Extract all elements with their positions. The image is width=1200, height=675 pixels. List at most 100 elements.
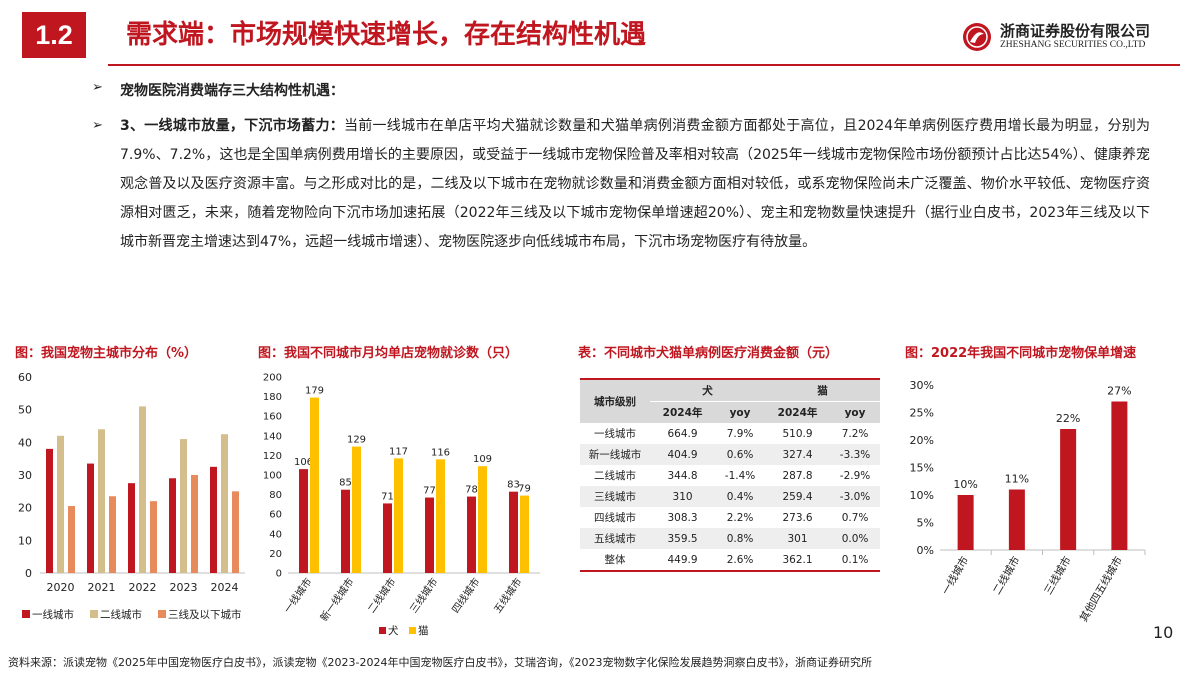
legend-swatch [22, 610, 30, 618]
data-label: 79 [518, 484, 531, 495]
source-note: 资料来源：派读宠物《2025年中国宠物医疗白皮书》，派读宠物《2023-2024… [8, 656, 872, 669]
table-header-cell: yoy [830, 401, 880, 423]
paragraph-text: 当前一线城市在单店平均犬猫就诊数量和犬猫单病例消费金额方面都处于高位，且2024… [120, 118, 1150, 250]
table-cell: -1.4% [724, 469, 756, 482]
table-header-cell: yoy [715, 401, 765, 423]
bar [425, 497, 434, 573]
table-row: 五线城市 359.5 0.8% 301 0.0% [580, 528, 880, 549]
table-cell: 0.7% [841, 511, 869, 524]
x-tick-label: 2024 [211, 581, 239, 594]
table-cell: 510.9 [782, 427, 813, 440]
table-row: 三线城市 310 0.4% 259.4 -3.0% [580, 486, 880, 507]
table-cell: 404.9 [650, 444, 716, 465]
table-row: 新一线城市 404.9 0.6% 327.4 -3.3% [580, 444, 880, 465]
y-tick-label: 10 [18, 534, 32, 547]
bar [310, 397, 319, 573]
table-cell: 287.8 [782, 469, 813, 482]
x-tick-label: 三线城市 [407, 575, 441, 615]
legend-label: 一线城市 [32, 608, 74, 621]
table-cell: 0.6% [715, 444, 765, 465]
table-cell: -3.3% [830, 444, 880, 465]
table-cell: 二线城市 [594, 470, 636, 482]
table-cell: 新一线城市 [580, 444, 650, 465]
table-cell: 2.6% [726, 553, 754, 566]
table-header-cell: 2024年 [650, 401, 716, 423]
data-label: 71 [381, 491, 394, 502]
x-tick-label: 一线城市 [281, 575, 315, 615]
bar [98, 429, 105, 573]
y-tick-label: 30% [910, 379, 934, 392]
x-tick-label: 2023 [170, 581, 198, 594]
bar [87, 463, 94, 573]
legend-label: 犬 [388, 624, 399, 637]
data-label: 83 [507, 480, 520, 491]
y-tick-label: 20 [269, 549, 282, 560]
x-tick-label: 一线城市 [939, 554, 971, 597]
table-cell: 三线城市 [580, 486, 650, 507]
y-tick-label: 120 [263, 451, 282, 462]
table-cell: 0.1% [841, 553, 869, 566]
table-cell: 7.9% [726, 427, 754, 440]
y-tick-label: 30 [18, 469, 32, 482]
bar [1060, 429, 1077, 550]
bar [436, 459, 445, 573]
y-tick-label: 80 [269, 490, 282, 501]
bullet-heading: 宠物医院消费端存三大结构性机遇： [120, 83, 344, 99]
bullet-arrow-icon: ➢ [92, 118, 103, 133]
table-cell: 259.4 [764, 486, 831, 507]
chart-pet-owner-city-distribution: 0 10 20 30 40 50 60 2020 2021 2022 2023 2024 一线城市 二线城… [18, 371, 245, 621]
table-cell: 327.4 [764, 444, 831, 465]
bar [109, 496, 116, 573]
x-tick-label: 2022 [129, 581, 157, 594]
table-header-cell: 2024年 [764, 401, 831, 423]
chart-policy-growth-2022: 0% 5% 10% 15% 20% 25% 30% 10% 一线城市 11% 二线城市 22% 三线城市… [910, 379, 1146, 624]
bar [467, 496, 476, 573]
y-tick-label: 5% [917, 517, 934, 530]
bullet-arrow-icon: ➢ [92, 80, 103, 95]
bar [509, 491, 518, 573]
bar [352, 446, 361, 573]
data-label: 85 [339, 478, 352, 489]
table-header-cell: 犬 [650, 379, 765, 402]
data-label: 106 [294, 457, 313, 468]
y-tick-label: 0% [917, 544, 934, 557]
bar [1111, 401, 1128, 550]
x-tick-label: 三线城市 [1041, 554, 1073, 597]
y-tick-label: 100 [263, 471, 282, 482]
bar [1008, 489, 1025, 550]
bar [68, 506, 75, 573]
table-cell: 0.0% [830, 528, 880, 549]
table-cell: 273.6 [782, 511, 813, 524]
data-label: 78 [465, 485, 478, 496]
y-tick-label: 20 [18, 502, 32, 515]
table-cell: 664.9 [667, 427, 698, 440]
chart-monthly-visits-per-store: 0 20 40 60 80 100 120 140 160 180 200 106 179 一线城市 85 1… [263, 373, 540, 637]
y-tick-label: 60 [18, 371, 32, 384]
bar [520, 495, 529, 573]
table-cell: -3.0% [830, 486, 880, 507]
bar [210, 466, 217, 573]
bar [128, 483, 135, 573]
x-tick-label: 二线城市 [365, 575, 399, 615]
x-tick-label: 其他四五线城市 [1077, 554, 1125, 624]
y-tick-label: 0 [276, 569, 282, 580]
chart4-caption: 图：2022年我国不同城市宠物保单增速 [905, 346, 1137, 361]
legend-swatch [158, 610, 166, 618]
x-tick-label: 二线城市 [990, 554, 1022, 597]
y-tick-label: 140 [263, 431, 282, 442]
y-tick-label: 50 [18, 404, 32, 417]
data-label: 109 [473, 454, 492, 465]
bar [169, 478, 176, 573]
y-tick-label: 40 [18, 436, 32, 449]
legend-label: 三线及以下城市 [168, 608, 242, 621]
bar [478, 466, 487, 573]
x-tick-label: 2021 [88, 581, 116, 594]
section-number-badge: 1.2 [22, 12, 86, 58]
table-row: 二线城市 344.8 -1.4% 287.8 -2.9% [580, 465, 880, 486]
data-label: 77 [423, 486, 436, 497]
data-label: 22% [1056, 412, 1080, 425]
table-cell: 2.2% [726, 511, 754, 524]
consumption-table: 城市级别 犬 猫 2024年 yoy 2024年 yoy 一线城市 664.9 7.… [580, 378, 880, 572]
table-header-cell: 城市级别 [580, 379, 650, 423]
y-tick-label: 160 [263, 412, 282, 423]
